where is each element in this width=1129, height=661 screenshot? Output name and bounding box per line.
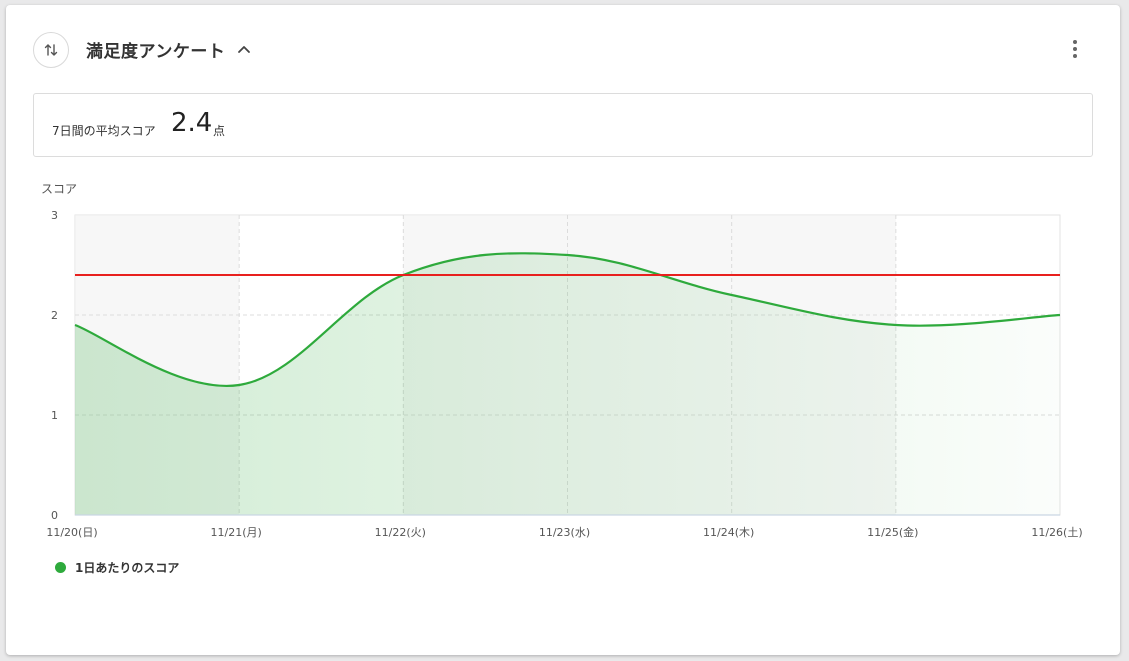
sort-arrows-icon[interactable] bbox=[33, 32, 69, 68]
x-tick-label: 11/23(水) bbox=[539, 526, 590, 539]
average-score-label: 7日間の平均スコア bbox=[52, 124, 156, 138]
x-tick-label: 11/24(木) bbox=[703, 526, 754, 539]
satisfaction-survey-card: 満足度アンケート 7日間の平均スコア 2.4 点 0 1 2 3 11/20(日) 11/… bbox=[6, 5, 1120, 655]
y-tick-label: 0 bbox=[51, 509, 58, 522]
chevron-up-icon[interactable] bbox=[234, 39, 254, 59]
average-score-summary: 7日間の平均スコア 2.4 点 bbox=[33, 93, 1093, 157]
score-chart: 0 1 2 3 11/20(日) 11/21(月) 11/22(火) 11/23(水) 11/2… bbox=[41, 182, 1083, 539]
more-vertical-icon[interactable] bbox=[1064, 36, 1086, 62]
legend-dot bbox=[55, 562, 66, 573]
y-tick-label: 3 bbox=[51, 209, 58, 222]
x-tick-label: 11/25(金) bbox=[867, 525, 918, 539]
x-tick-label: 11/26(土) bbox=[1031, 526, 1082, 539]
x-tick-label: 11/20(日) bbox=[46, 526, 97, 539]
series-line bbox=[74, 252, 1061, 388]
x-tick-label: 11/21(月) bbox=[211, 526, 262, 539]
x-tick-label: 11/22(火) bbox=[375, 526, 426, 539]
legend-label: 1日あたりのスコア bbox=[75, 561, 180, 575]
legend-item-daily-score[interactable]: 1日あたりのスコア bbox=[55, 559, 179, 576]
series-area bbox=[75, 253, 1060, 516]
y-tick-label: 2 bbox=[51, 309, 58, 322]
average-score-unit: 点 bbox=[213, 124, 226, 138]
card-title: 満足度アンケート bbox=[86, 42, 226, 62]
average-score-value: 2.4 bbox=[171, 108, 213, 138]
y-tick-label: 1 bbox=[51, 409, 58, 422]
y-axis-label: スコア bbox=[41, 182, 77, 196]
